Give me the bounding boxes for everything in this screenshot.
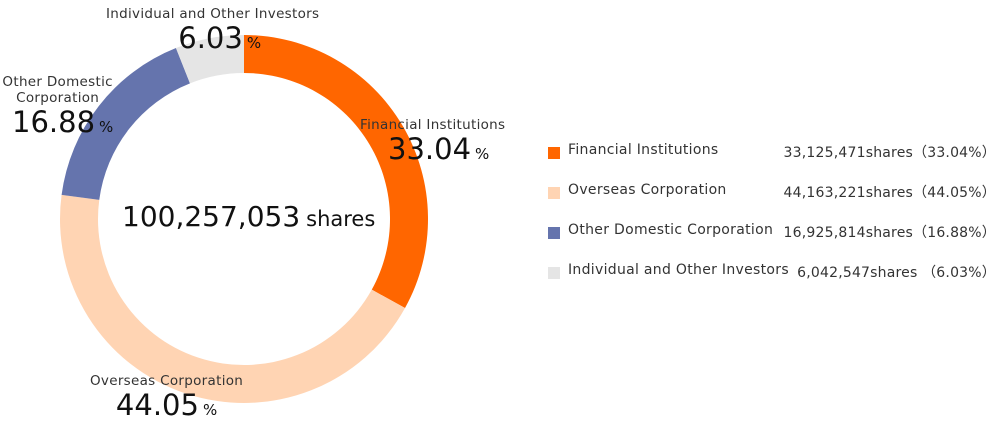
legend-item-financial-institutions: Financial Institutions 33,125,471shares（… bbox=[548, 142, 998, 182]
legend-value: 33,125,471shares（33.04%） bbox=[783, 145, 996, 161]
slice-other-domestic-corporation bbox=[61, 48, 190, 200]
label-percent-value: 6.03 bbox=[178, 21, 243, 55]
legend-item-overseas-corporation: Overseas Corporation 44,163,221shares（44… bbox=[548, 182, 998, 222]
label-percent-unit: % bbox=[202, 401, 218, 419]
slice-individual-and-other-investors bbox=[175, 35, 244, 84]
label-name: Individual and Other Investors bbox=[106, 6, 320, 22]
legend-value: 6,042,547shares （6.03%） bbox=[797, 265, 996, 281]
legend-value: 44,163,221shares（44.05%） bbox=[783, 185, 996, 201]
legend-item-other-domestic-corporation: Other Domestic Corporation 16,925,814sha… bbox=[548, 222, 998, 262]
total-shares-unit: shares bbox=[306, 207, 376, 231]
legend-value: 16,925,814shares（16.88%） bbox=[783, 225, 996, 241]
label-name-line2: Corporation bbox=[16, 90, 100, 106]
label-name: Financial Institutions bbox=[360, 117, 506, 133]
label-percent-unit: % bbox=[246, 34, 262, 52]
total-shares: 100,257,053 shares bbox=[122, 200, 375, 233]
legend-swatch bbox=[548, 267, 560, 279]
label-individual-and-other-investors: Individual and Other Investors 6.03% bbox=[106, 6, 319, 59]
label-name: Overseas Corporation bbox=[90, 373, 244, 389]
label-percent: 33.04% bbox=[388, 133, 505, 170]
donut-chart bbox=[60, 35, 428, 404]
label-percent: 16.88% bbox=[12, 106, 113, 143]
label-name-line1: Other Domestic bbox=[2, 74, 113, 90]
legend-label: Individual and Other Investors bbox=[568, 262, 789, 278]
legend-swatch bbox=[548, 227, 560, 239]
label-percent-value: 16.88 bbox=[12, 105, 96, 139]
legend: Financial Institutions 33,125,471shares（… bbox=[548, 142, 998, 302]
legend-label: Other Domestic Corporation bbox=[568, 222, 774, 238]
label-percent: 6.03% bbox=[120, 22, 319, 59]
label-financial-institutions: Financial Institutions 33.04% bbox=[360, 117, 505, 170]
label-other-domestic-corporation: Other Domestic Corporation 16.88% bbox=[2, 74, 113, 143]
label-overseas-corporation: Overseas Corporation 44.05% bbox=[90, 373, 243, 426]
legend-label: Financial Institutions bbox=[568, 142, 719, 158]
label-percent-unit: % bbox=[99, 118, 114, 136]
legend-swatch bbox=[548, 187, 560, 199]
slice-overseas-corporation bbox=[60, 194, 406, 404]
total-shares-value: 100,257,053 bbox=[122, 200, 301, 233]
label-percent-value: 33.04 bbox=[388, 132, 472, 166]
legend-item-individual-and-other-investors: Individual and Other Investors 6,042,547… bbox=[548, 262, 998, 302]
label-percent-value: 44.05 bbox=[115, 388, 199, 422]
slice-financial-institutions bbox=[244, 35, 428, 309]
label-percent: 44.05% bbox=[90, 389, 243, 426]
legend-swatch bbox=[548, 147, 560, 159]
legend-label: Overseas Corporation bbox=[568, 182, 727, 198]
label-percent-unit: % bbox=[475, 145, 490, 163]
